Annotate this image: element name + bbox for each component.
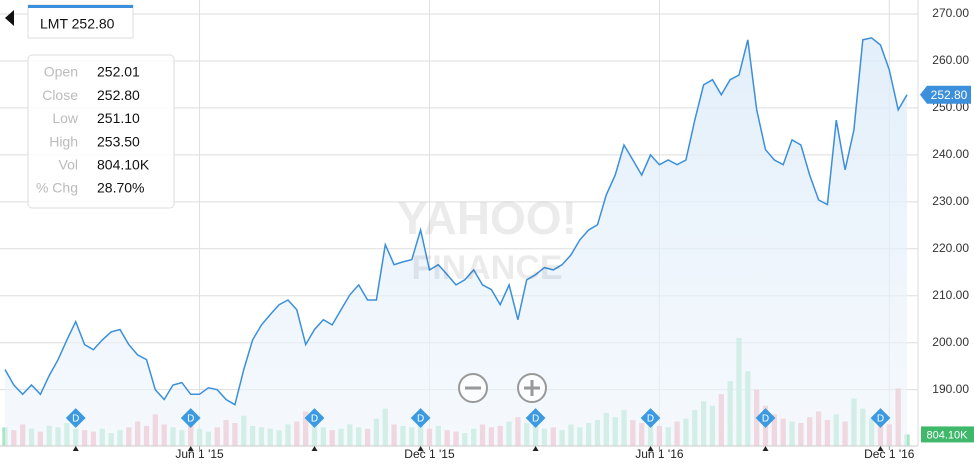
dividend-tick — [877, 446, 884, 451]
dividend-marker — [870, 408, 891, 428]
volume-flag-label: 804.10K — [927, 429, 969, 441]
price-flag — [920, 85, 971, 104]
y-tick-label: 220.00 — [932, 241, 969, 255]
price-area — [5, 37, 907, 447]
x-tick-label: Dec 1 '16 — [864, 447, 915, 461]
quote-value: 251.10 — [97, 110, 140, 126]
dividend-marker — [525, 408, 546, 428]
quote-value: 804.10K — [97, 157, 150, 173]
dividend-label: D — [532, 414, 539, 425]
dividend-label: D — [877, 414, 884, 425]
quote-label: High — [49, 133, 78, 149]
dividend-marker — [755, 408, 776, 428]
symbol-price: LMT 252.80 — [40, 16, 115, 32]
dividend-marker — [180, 408, 201, 428]
zoom-out-button[interactable] — [458, 373, 488, 403]
quote-label: Vol — [59, 157, 78, 173]
dividend-tick — [532, 446, 539, 451]
x-tick-label: Dec 1 '15 — [404, 447, 455, 461]
dividend-tick — [417, 446, 424, 451]
dividend-marker — [65, 408, 86, 428]
quote-label: Low — [52, 110, 79, 126]
dividend-marker — [410, 408, 431, 428]
price-flag-label: 252.80 — [931, 88, 968, 102]
symbol-tab[interactable]: LMT 252.80 — [5, 4, 134, 39]
quote-value: 253.50 — [97, 133, 140, 149]
dividend-label: D — [647, 414, 654, 425]
dividend-tick — [187, 446, 194, 451]
watermark: YAHOO! FINANCE — [397, 192, 577, 287]
x-tick-label: Jun 1 '16 — [635, 447, 684, 461]
y-tick-label: 190.00 — [932, 382, 969, 396]
quote-value: 252.80 — [97, 87, 140, 103]
y-tick-label: 240.00 — [932, 147, 969, 161]
dividend-tick — [72, 446, 79, 451]
quote-label: % Chg — [36, 180, 78, 196]
dividend-label: D — [417, 414, 424, 425]
x-tick-label: Jun 1 '15 — [175, 447, 224, 461]
quote-label: Close — [42, 87, 78, 103]
zoom-in-button[interactable] — [517, 373, 547, 403]
dividend-label: D — [762, 414, 769, 425]
y-tick-label: 200.00 — [932, 335, 969, 349]
quote-label: Open — [44, 64, 78, 80]
volume-flag — [921, 426, 974, 443]
watermark-text: YAHOO! — [397, 192, 577, 244]
dividend-label: D — [311, 414, 318, 425]
quote-value: 28.70% — [97, 180, 144, 196]
quote-value: 252.01 — [97, 64, 140, 80]
price-line — [4, 37, 908, 406]
y-tick-label: 230.00 — [932, 194, 969, 208]
dividend-label: D — [72, 414, 79, 425]
quote-box: Open 252.01 Close 252.80 Low 251.10 High 253.50… — [27, 54, 175, 209]
dividend-tick — [311, 446, 318, 451]
y-tick-label: 210.00 — [932, 288, 969, 302]
dividend-marker — [640, 408, 661, 428]
dividend-tick — [762, 446, 769, 451]
dividend-tick — [647, 446, 654, 451]
y-tick-label: 260.00 — [932, 53, 969, 67]
dividend-label: D — [187, 414, 194, 425]
dividend-marker — [304, 408, 325, 428]
watermark-text: FINANCE — [411, 249, 562, 287]
y-tick-label: 270.00 — [932, 6, 969, 20]
